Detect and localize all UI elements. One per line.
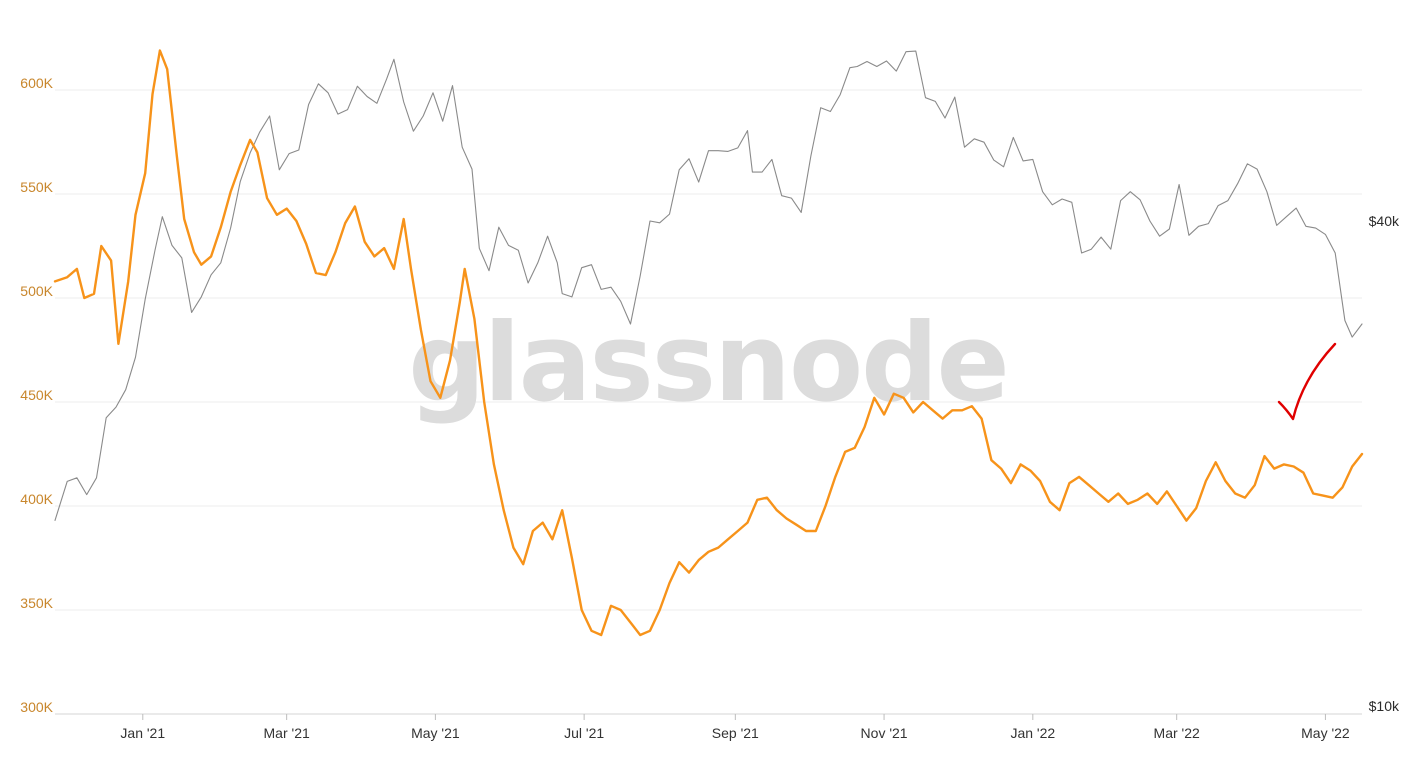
left-axis-tick-label: 600K	[20, 75, 53, 91]
gridlines	[55, 89, 1362, 715]
x-axis-tick-label: Mar '21	[264, 725, 310, 741]
x-axis-tick-label: Jan '22	[1010, 725, 1055, 741]
left-axis-tick-label: 550K	[20, 179, 53, 195]
annotation-layer	[1277, 342, 1337, 421]
right-axis-ticks: $10k $40k	[1369, 213, 1400, 714]
right-axis-tick-label: $40k	[1369, 213, 1400, 229]
left-axis-tick-label: 300K	[20, 699, 53, 715]
left-axis-tick-label: 450K	[20, 387, 53, 403]
x-axis-tick-label: May '22	[1301, 725, 1350, 741]
series-line-primary	[53, 49, 1364, 637]
right-axis-tick-label: $10k	[1369, 698, 1400, 714]
annotation-arrow	[1277, 342, 1337, 421]
left-axis-tick-label: 350K	[20, 595, 53, 611]
left-axis-tick-label: 500K	[20, 283, 53, 299]
series-line-price	[54, 50, 1363, 521]
left-axis-ticks: 300K 350K 400K 450K 500K 550K 600K	[20, 75, 53, 715]
x-axis-tick-label: Jan '21	[120, 725, 165, 741]
x-axis-tick-label: Jul '21	[564, 725, 604, 741]
left-axis-tick-label: 400K	[20, 491, 53, 507]
x-axis-tick-label: May '21	[411, 725, 460, 741]
x-axis-tick-label: Sep '21	[712, 725, 759, 741]
x-axis-tick-label: Mar '22	[1154, 725, 1200, 741]
series-layer	[53, 49, 1364, 637]
x-axis-tick-label: Nov '21	[861, 725, 908, 741]
x-axis-ticks: Jan '21 Mar '21 May '21 Jul '21 Sep '21 Nov '…	[55, 713, 1362, 741]
